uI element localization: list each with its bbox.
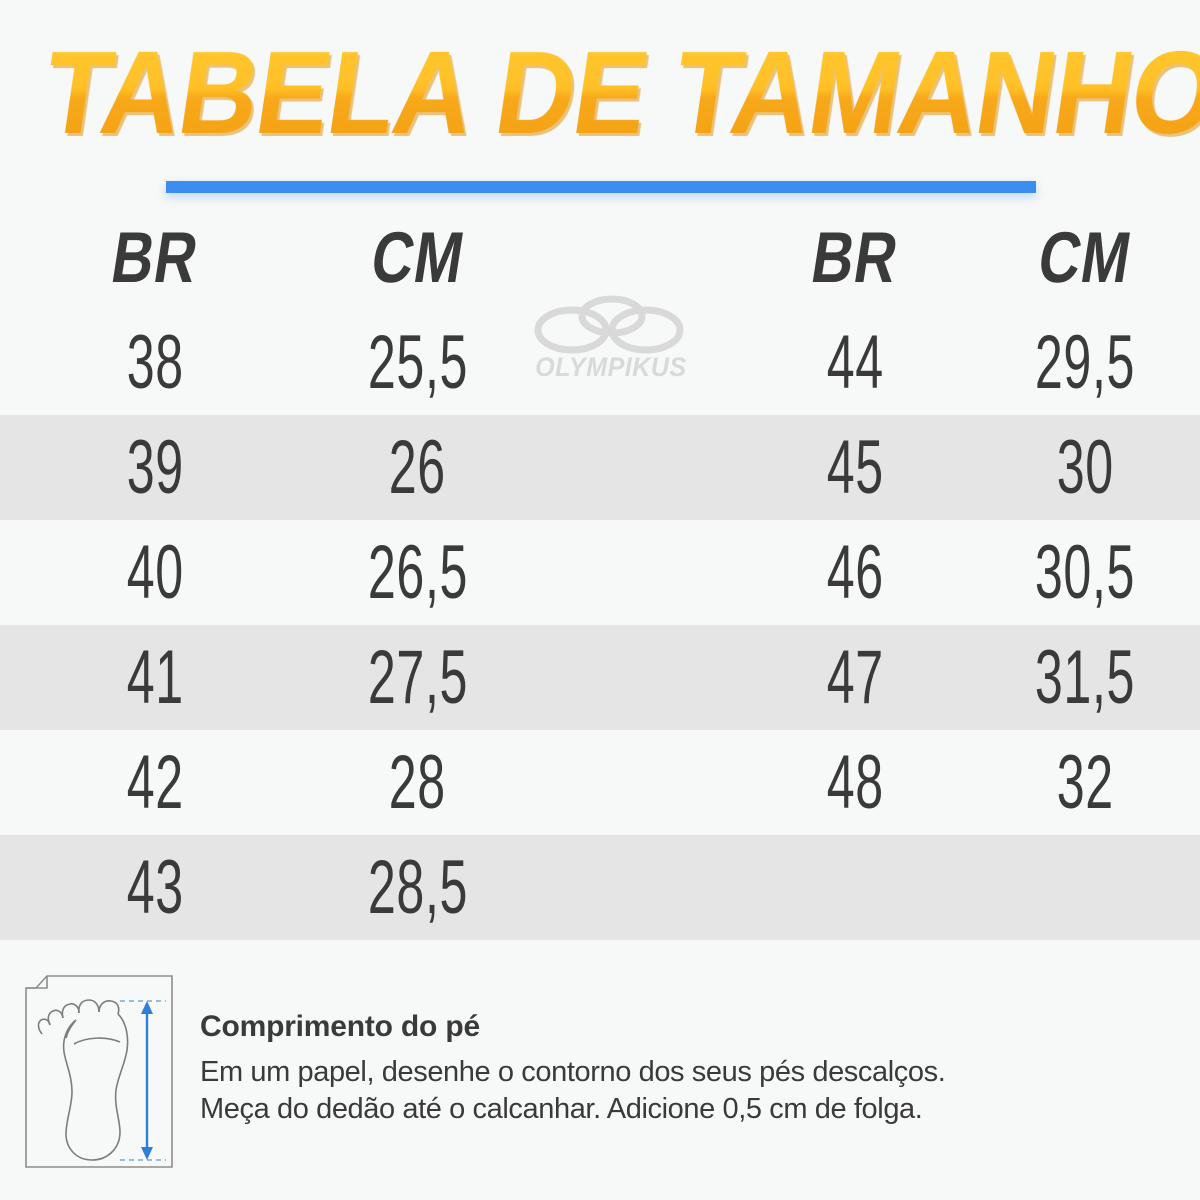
size-table: BR CM BR CM 38 25,5 44 29,5 39 26 45 30 40 26,5 46… [0, 206, 1200, 940]
cell-value: 29,5 [1034, 319, 1136, 405]
cell-cm-left: 25,5 [310, 310, 525, 415]
foot-on-paper-measure-icon [14, 964, 186, 1179]
table-row: 40 26,5 46 30,5 [0, 520, 1200, 625]
paper-folded-corner [26, 976, 48, 989]
cell-value: 28 [388, 739, 447, 825]
cell-spacer [525, 520, 740, 625]
measure-guide-lines [120, 1000, 166, 1161]
header-cell-cm-right: CM [970, 206, 1200, 310]
page-title-container: TABELA DE TAMANHOS [0, 27, 1200, 159]
cell-cm-left: 26,5 [310, 520, 525, 625]
table-row: 42 28 48 32 [0, 730, 1200, 835]
cell-cm-right: 31,5 [970, 625, 1200, 730]
cell-cm-right [970, 835, 1200, 940]
measure-instructions: Comprimento do pé Em um papel, desenhe o… [0, 952, 1200, 1200]
header-cell-br-left: BR [0, 206, 310, 310]
cell-value: 47 [826, 634, 884, 720]
header-cell-br-right: BR [740, 206, 970, 310]
cell-br-left: 41 [0, 625, 310, 730]
measure-instruction-text: Comprimento do pé Em um papel, desenhe o… [200, 1010, 1180, 1128]
paper-sheet-shape [25, 975, 173, 1168]
cell-value: 28,5 [367, 844, 468, 930]
cell-value: 38 [126, 319, 184, 405]
cell-value: 31,5 [1034, 634, 1136, 720]
cell-value: 32 [1056, 739, 1114, 825]
cell-value: 45 [826, 424, 884, 510]
cell-spacer [525, 310, 740, 415]
cell-br-right: 45 [740, 415, 970, 520]
header-label-br-right: BR [806, 218, 904, 298]
foot-outline [37, 999, 129, 1161]
cell-cm-left: 26 [310, 415, 525, 520]
page-title: TABELA DE TAMANHOS [36, 27, 1200, 159]
cell-br-left: 39 [0, 415, 310, 520]
cell-br-left: 40 [0, 520, 310, 625]
cell-value: 30,5 [1034, 529, 1136, 615]
table-header-row: BR CM BR CM [0, 206, 1200, 310]
cell-cm-right: 29,5 [970, 310, 1200, 415]
cell-value: 42 [126, 739, 184, 825]
table-row: 39 26 45 30 [0, 415, 1200, 520]
cell-value: 30 [1056, 424, 1114, 510]
header-label-cm-left: CM [365, 218, 470, 298]
cell-value: 26,5 [367, 529, 468, 615]
cell-value: 40 [126, 529, 184, 615]
cell-cm-left: 27,5 [310, 625, 525, 730]
cell-cm-right: 32 [970, 730, 1200, 835]
table-row: 38 25,5 44 29,5 [0, 310, 1200, 415]
cell-cm-right: 30 [970, 415, 1200, 520]
cell-br-right: 47 [740, 625, 970, 730]
cell-br-right: 48 [740, 730, 970, 835]
cell-value: 27,5 [367, 634, 468, 720]
cell-br-left: 42 [0, 730, 310, 835]
cell-value: 39 [126, 424, 184, 510]
cell-cm-right: 30,5 [970, 520, 1200, 625]
header-label-cm-right: CM [1033, 218, 1137, 298]
cell-cm-left: 28 [310, 730, 525, 835]
cell-value: 44 [826, 319, 884, 405]
cell-br-left: 38 [0, 310, 310, 415]
cell-cm-left: 28,5 [310, 835, 525, 940]
cell-spacer [525, 835, 740, 940]
cell-spacer [525, 625, 740, 730]
cell-br-right: 44 [740, 310, 970, 415]
cell-br-left: 43 [0, 835, 310, 940]
cell-value: 25,5 [367, 319, 468, 405]
measure-heading: Comprimento do pé [200, 1010, 480, 1043]
header-label-br-left: BR [106, 218, 204, 298]
cell-value: 48 [826, 739, 884, 825]
cell-value: 46 [826, 529, 884, 615]
header-cell-cm-left: CM [310, 206, 525, 310]
cell-spacer [525, 730, 740, 835]
header-cell-spacer [525, 206, 740, 310]
cell-value: 43 [126, 844, 184, 930]
table-row: 43 28,5 [0, 835, 1200, 940]
cell-br-right [740, 835, 970, 940]
title-divider-bar [166, 181, 1036, 193]
cell-value: 41 [126, 634, 184, 720]
measure-line-1: Em um papel, desenhe o contorno dos seus… [200, 1056, 946, 1088]
measure-line-2: Meça do dedão até o calcanhar. Adicione … [200, 1093, 923, 1126]
cell-br-right: 46 [740, 520, 970, 625]
table-row: 41 27,5 47 31,5 [0, 625, 1200, 730]
measure-arrow [141, 1001, 153, 1160]
cell-value: 26 [388, 424, 447, 510]
cell-spacer [525, 415, 740, 520]
